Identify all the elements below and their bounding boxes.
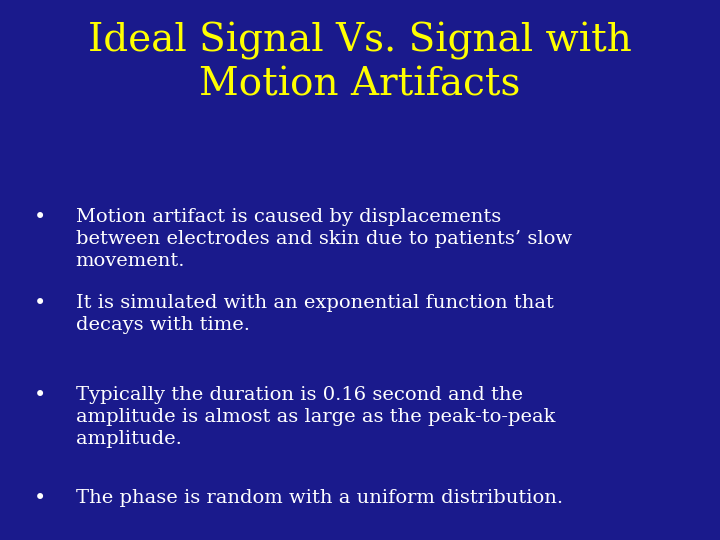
Text: Ideal Signal Vs. Signal with
Motion Artifacts: Ideal Signal Vs. Signal with Motion Arti… — [88, 22, 632, 104]
Text: •: • — [33, 294, 46, 313]
Text: It is simulated with an exponential function that
decays with time.: It is simulated with an exponential func… — [76, 294, 554, 334]
Text: Motion artifact is caused by displacements
between electrodes and skin due to pa: Motion artifact is caused by displacemen… — [76, 208, 572, 271]
Text: •: • — [33, 386, 46, 405]
Text: •: • — [33, 208, 46, 227]
Text: The phase is random with a uniform distribution.: The phase is random with a uniform distr… — [76, 489, 563, 507]
Text: Typically the duration is 0.16 second and the
amplitude is almost as large as th: Typically the duration is 0.16 second an… — [76, 386, 555, 449]
Text: •: • — [33, 489, 46, 508]
